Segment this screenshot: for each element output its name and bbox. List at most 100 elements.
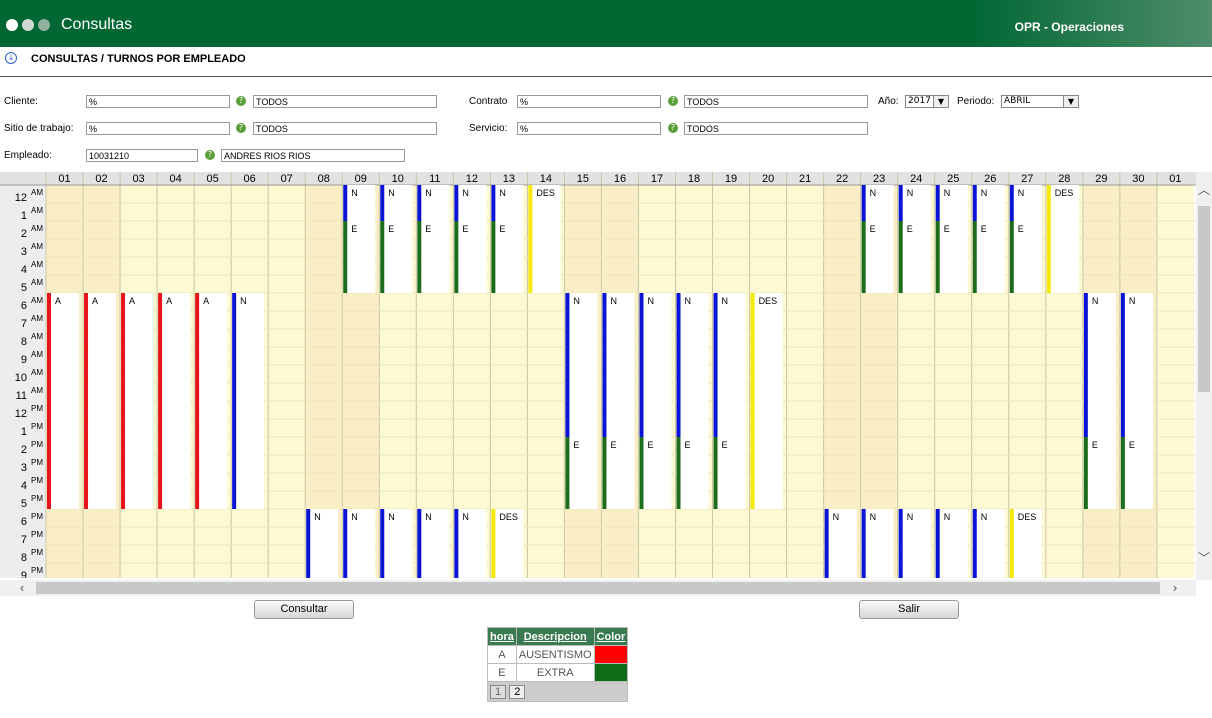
- scroll-right[interactable]: ›: [1173, 580, 1177, 595]
- shift-bar: [454, 509, 459, 578]
- hour-number: 7: [21, 318, 27, 330]
- hour-number: 2: [21, 228, 27, 240]
- hour-number: 4: [21, 264, 27, 276]
- divider: [0, 76, 1212, 77]
- shift-block: [713, 293, 746, 437]
- shift-bar: [639, 293, 644, 437]
- text-input[interactable]: TODOS: [253, 122, 437, 135]
- shift-block: [713, 437, 746, 509]
- hour-period: PM: [31, 476, 43, 485]
- h-scroll-thumb[interactable]: [36, 582, 1160, 594]
- shift-bar: [232, 293, 237, 509]
- day-label: 02: [95, 173, 107, 185]
- field-label: Servicio:: [469, 123, 508, 134]
- help-icon[interactable]: ?: [236, 96, 246, 106]
- shift-bar: [639, 437, 644, 509]
- hour-number: 3: [21, 246, 27, 258]
- period-select[interactable]: ABRIL ▼: [1001, 95, 1079, 108]
- salir-button[interactable]: Salir: [859, 600, 959, 619]
- help-icon[interactable]: ?: [236, 123, 246, 133]
- shift-label: E: [499, 224, 505, 234]
- shift-label: N: [981, 512, 988, 522]
- shift-block: [935, 221, 968, 293]
- shift-label: N: [388, 188, 395, 198]
- shift-label: N: [240, 296, 247, 306]
- shift-block: [417, 221, 450, 293]
- shift-block: [639, 293, 672, 437]
- help-icon[interactable]: ?: [668, 123, 678, 133]
- column-header[interactable]: hora: [487, 627, 517, 646]
- hour-period: AM: [31, 278, 43, 287]
- shift-bar: [861, 185, 866, 221]
- shift-bar: [1009, 185, 1014, 221]
- day-label: 01: [1169, 173, 1181, 185]
- text-input[interactable]: TODOS: [684, 122, 868, 135]
- hour-number: 7: [21, 534, 27, 546]
- hour-number: 1: [21, 426, 27, 438]
- shift-label: E: [462, 224, 468, 234]
- scroll-up[interactable]: ︿: [1198, 183, 1210, 197]
- column-header[interactable]: Descripcion: [515, 627, 595, 646]
- text-input[interactable]: TODOS: [253, 95, 437, 108]
- day-label: 23: [873, 173, 885, 185]
- shift-block: [1083, 293, 1116, 437]
- consultar-button[interactable]: Consultar: [254, 600, 354, 619]
- field-label: Año:: [878, 96, 899, 107]
- page-link[interactable]: 2: [509, 684, 526, 699]
- shift-block: [602, 437, 635, 509]
- help-icon[interactable]: ?: [668, 96, 678, 106]
- shift-bar: [47, 293, 51, 509]
- shift-block: [47, 293, 80, 509]
- shift-bar: [972, 509, 977, 578]
- shift-label: A: [166, 296, 172, 306]
- scroll-left[interactable]: ‹: [20, 580, 24, 595]
- shift-bar: [935, 509, 940, 578]
- text-input[interactable]: TODOS: [684, 95, 868, 108]
- shift-block: [380, 185, 413, 221]
- shift-block: [454, 221, 487, 293]
- shift-label: E: [610, 440, 616, 450]
- text-input[interactable]: %: [86, 95, 230, 108]
- shift-block: [343, 221, 376, 293]
- shift-label: N: [722, 296, 729, 306]
- text-input[interactable]: %: [517, 95, 661, 108]
- hour-period: PM: [31, 530, 43, 539]
- hour-period: PM: [31, 458, 43, 467]
- shift-block: [343, 185, 376, 221]
- hour-number: 3: [21, 462, 27, 474]
- help-icon[interactable]: ?: [205, 150, 215, 160]
- column-header[interactable]: Color: [593, 627, 629, 646]
- shift-bar: [750, 293, 755, 509]
- hour-number: 5: [21, 282, 27, 294]
- hour-period: PM: [31, 404, 43, 413]
- day-column: [786, 185, 824, 578]
- scroll-down[interactable]: ﹀: [1198, 551, 1210, 565]
- shift-block: [491, 185, 524, 221]
- legend-row[interactable]: A AUSENTISMO: [487, 645, 629, 664]
- legend-row[interactable]: E EXTRA: [487, 663, 629, 682]
- shift-block: [1083, 437, 1116, 509]
- shift-label: N: [573, 296, 580, 306]
- legend-cell: [593, 663, 629, 682]
- hour-period: AM: [31, 188, 43, 197]
- app-header: Consultas OPR - Operaciones: [0, 0, 1212, 47]
- hour-period: AM: [31, 350, 43, 359]
- day-label: 09: [355, 173, 367, 185]
- v-scroll-thumb[interactable]: [1198, 206, 1210, 392]
- hour-period: PM: [31, 422, 43, 431]
- page-link[interactable]: 1: [490, 684, 507, 699]
- hour-number: 10: [15, 372, 27, 384]
- hour-number: 12: [15, 192, 27, 204]
- window-dot: [38, 19, 50, 31]
- shift-bar: [602, 437, 607, 509]
- text-input[interactable]: %: [86, 122, 230, 135]
- shift-label: N: [907, 188, 914, 198]
- text-input[interactable]: %: [517, 122, 661, 135]
- shift-block: [1046, 185, 1079, 293]
- info-icon[interactable]: ↓: [5, 52, 17, 64]
- text-input[interactable]: 10031210: [86, 149, 198, 162]
- shift-block: [1009, 509, 1042, 578]
- text-input[interactable]: ANDRES RIOS RIOS: [221, 149, 405, 162]
- year-select[interactable]: 2017 ▼: [905, 95, 949, 108]
- shift-block: [380, 509, 413, 578]
